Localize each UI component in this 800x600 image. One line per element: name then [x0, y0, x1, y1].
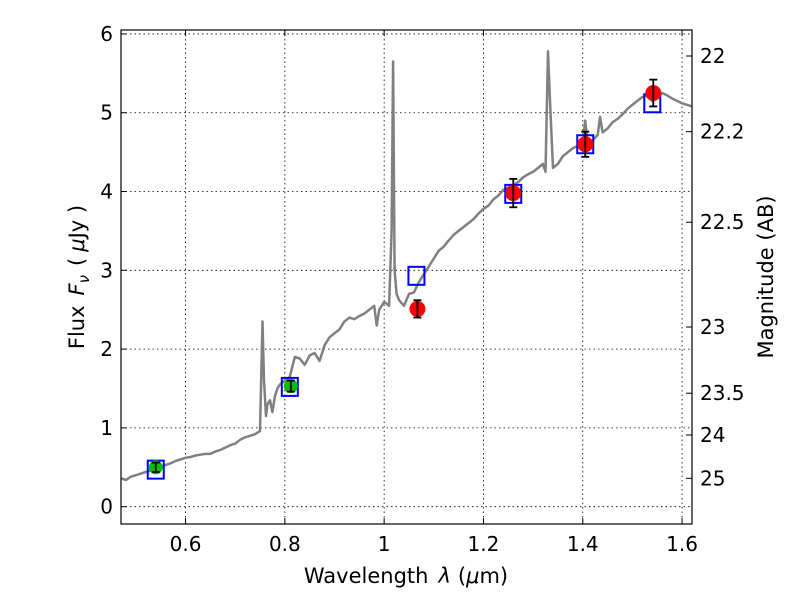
y-tick-label: 4 — [100, 180, 113, 204]
x-tick-label: 1 — [378, 532, 391, 556]
spectrum-line — [120, 50, 693, 482]
model-box-marker — [407, 265, 426, 286]
series-layer — [120, 50, 693, 482]
y-axis-label-symbol-sub: ν — [75, 275, 93, 283]
y-axis-label: Flux Fν ( μJy ) — [65, 205, 93, 349]
right-tick-label: 23.5 — [700, 381, 745, 405]
y-tick-label: 6 — [100, 22, 113, 46]
y-tick-label: 5 — [100, 101, 113, 125]
right-tick-label: 23 — [700, 315, 725, 339]
right-tick-label: 25 — [700, 466, 725, 490]
x-axis-label-symbol: λ — [437, 564, 450, 588]
x-axis-label-prefix: Wavelength — [304, 564, 429, 588]
x-tick-label: 0.6 — [170, 532, 202, 556]
x-axis-label-unit-mu: μ — [465, 564, 479, 588]
x-axis-label-unit-rest: m) — [479, 564, 508, 588]
x-axis-label: Wavelength λ (μm) — [304, 564, 508, 588]
plot-frame — [120, 29, 693, 525]
x-axis-label-unit-open: ( — [458, 564, 466, 588]
y-tick-label: 1 — [100, 416, 113, 440]
model-box-marker — [280, 376, 299, 397]
tick-layer: 0.6 0.8 1 1.2 1.4 1.601234562222.222.52323.52… — [100, 22, 744, 556]
x-tick-label: 1.4 — [567, 532, 599, 556]
y-axis-label-unit-open: ( — [65, 258, 89, 266]
right-tick-label: 22 — [700, 44, 725, 68]
x-tick-label: 1.6 — [666, 532, 698, 556]
x-tick-label: 0.8 — [269, 532, 301, 556]
y-axis-label-prefix: Flux — [65, 305, 89, 349]
y-tick-label: 2 — [100, 337, 113, 361]
right-tick-label: 24 — [700, 423, 725, 447]
right-tick-label: 22.5 — [700, 210, 745, 234]
y-tick-label: 0 — [100, 495, 113, 519]
x-tick-label: 1.2 — [468, 532, 500, 556]
y-tick-label: 3 — [100, 258, 113, 282]
y-axis-label-unit-mu: μ — [65, 238, 89, 252]
grid-layer — [121, 30, 692, 524]
y-axis-label-symbol-f: F — [65, 282, 89, 295]
right-axis-label: Magnitude (AB) — [754, 195, 778, 358]
y-axis-label-unit-rest: Jy ) — [65, 205, 89, 241]
right-tick-label: 22.2 — [700, 120, 745, 144]
